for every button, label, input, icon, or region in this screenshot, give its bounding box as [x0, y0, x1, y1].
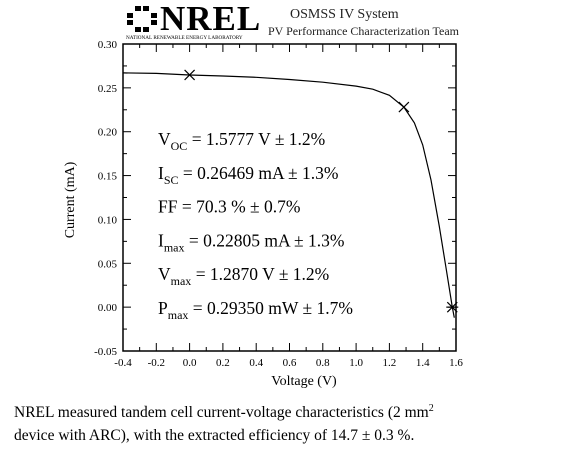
x-tick-label: 0.8 — [316, 357, 330, 369]
caption-line2: device with ARC), with the extracted eff… — [14, 427, 415, 445]
y-tick-label: 0.15 — [98, 171, 118, 183]
x-tick-label: 0.2 — [216, 357, 230, 369]
x-tick-label: 1.2 — [383, 357, 397, 369]
iv-curve-line — [122, 72, 455, 318]
caption-line1: NREL measured tandem cell current-voltag… — [14, 404, 429, 422]
x-tick-label: 1.0 — [349, 357, 363, 369]
x-tick-label: 0.4 — [249, 357, 263, 369]
y-tick-label: 0.00 — [98, 302, 118, 314]
logo-mark-block — [143, 6, 149, 11]
marker-x-stroke — [398, 101, 410, 113]
x-axis-label: Voltage (V) — [271, 374, 337, 389]
y-tick-label: 0.10 — [98, 214, 118, 226]
y-axis-label: Current (mA) — [63, 161, 78, 238]
x-tick-label: 1.4 — [416, 357, 430, 369]
logo-mark-block — [151, 20, 157, 25]
team-name: PV Performance Characterization Team — [268, 24, 460, 38]
y-tick-label: 0.05 — [98, 258, 118, 270]
key-point-markers — [184, 69, 459, 313]
marker-x-stroke — [184, 69, 196, 81]
logo-mark-block — [135, 6, 141, 11]
parameter-annotation: FF = 70.3 % ± 0.7% — [158, 197, 300, 217]
logo-mark-block — [151, 13, 157, 18]
caption-superscript: 2 — [428, 403, 434, 414]
parameter-annotation: ISC = 0.26469 mA ± 1.3% — [158, 163, 338, 187]
logo-mark-block — [143, 27, 149, 32]
figure-caption: NREL measured tandem cell current-voltag… — [14, 397, 554, 447]
y-tick-label: 0.20 — [98, 127, 118, 139]
parameter-annotation: Imax = 0.22805 mA ± 1.3% — [158, 230, 344, 254]
parameter-annotation: Vmax = 1.2870 V ± 1.2% — [158, 264, 329, 288]
system-name: OSMSS IV System — [290, 7, 399, 22]
x-tick-label: 1.6 — [449, 357, 463, 369]
parameter-annotation: VOC = 1.5777 V ± 1.2% — [158, 129, 325, 153]
x-tick-label: 0.6 — [283, 357, 297, 369]
y-tick-label: 0.30 — [98, 39, 118, 51]
nrel-logo: NREL NATIONAL RENEWABLE ENERGY LABORATOR… — [126, 0, 261, 41]
parameter-annotations: VOC = 1.5777 V ± 1.2% ISC = 0.26469 mA ± … — [158, 129, 353, 322]
logo-mark-block — [135, 27, 141, 32]
y-tick-label: 0.25 — [98, 83, 118, 95]
nrel-logo-mark-icon — [127, 6, 157, 32]
x-tick-label: 0.0 — [183, 357, 197, 369]
x-tick-label: -0.4 — [114, 357, 132, 369]
nrel-logo-subtext: NATIONAL RENEWABLE ENERGY LABORATORY — [126, 35, 243, 41]
logo-mark-block — [127, 20, 133, 25]
nrel-logo-text: NREL — [160, 0, 261, 38]
logo-mark-block — [127, 13, 133, 18]
x-tick-label: -0.2 — [148, 357, 165, 369]
y-tick-label: -0.05 — [94, 346, 117, 358]
parameter-annotation: Pmax = 0.29350 mW ± 1.7% — [158, 298, 353, 322]
tick-labels: -0.4 -0.2 0.0 0.2 0.4 0.6 0.8 1.0 1.2 1.4 1.6 -0.05… — [94, 39, 463, 369]
